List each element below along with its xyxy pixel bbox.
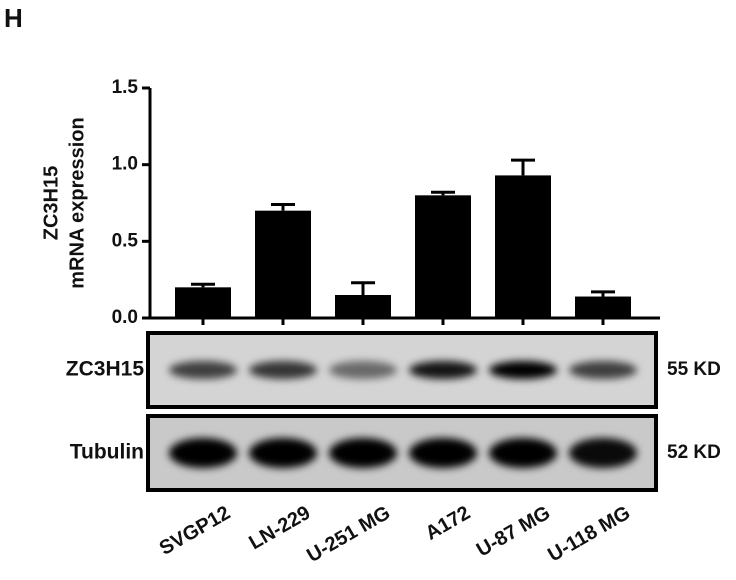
y-axis-label: ZC3H15 [40, 166, 62, 240]
blot-band [329, 361, 397, 379]
blot-band [409, 438, 477, 468]
x-tick-label: U-251 MG [303, 502, 394, 567]
blot-band [489, 438, 557, 468]
blot-band [489, 361, 557, 379]
panel-label: H [4, 3, 23, 33]
x-tick-label: SVGP12 [156, 502, 234, 560]
bar [415, 195, 471, 318]
x-tick-label: U-118 MG [544, 502, 634, 567]
y-tick-label: 1.5 [112, 77, 139, 98]
bar [335, 295, 391, 318]
blot-size: 55 KD [667, 359, 721, 380]
bar [255, 210, 311, 318]
bar [175, 287, 231, 318]
blot-bands [169, 438, 637, 468]
blot-band [569, 361, 637, 379]
blot-label: ZC3H15 [66, 358, 145, 381]
x-tick-label: A172 [422, 502, 474, 545]
y-tick-label: 0.0 [112, 307, 138, 328]
blot-band [249, 438, 317, 468]
x-tick-label: U-87 MG [473, 502, 554, 562]
y-tick-label: 1.0 [112, 154, 138, 175]
blot-band [409, 361, 477, 379]
blot-bands [169, 361, 637, 379]
y-axis-label: mRNA expression [66, 117, 88, 289]
blot-band [169, 361, 237, 379]
blot-size: 52 KD [667, 442, 721, 463]
blot-label: Tubulin [70, 441, 144, 464]
blot-band [569, 438, 637, 468]
bar [495, 175, 551, 318]
blot-band [329, 438, 397, 468]
x-tick-label: LN-229 [245, 502, 314, 554]
y-tick-label: 0.5 [112, 230, 139, 251]
blot-band [169, 438, 237, 468]
blot-band [249, 361, 317, 379]
bar [575, 296, 631, 318]
